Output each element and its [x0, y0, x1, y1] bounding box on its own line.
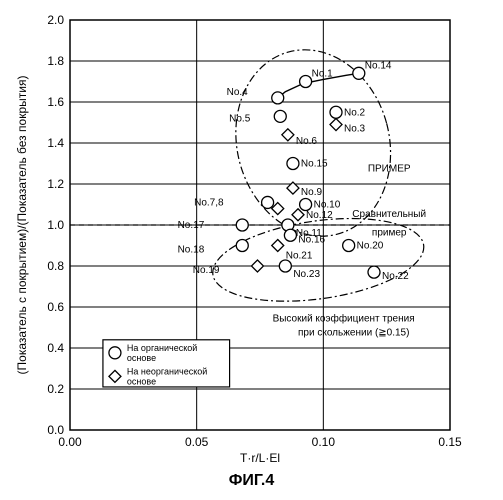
figure-caption: ФИГ.4 [0, 472, 503, 490]
point-p15 [287, 158, 299, 170]
point-label: No.1 [312, 69, 334, 80]
x-tick-label: 0.00 [58, 435, 82, 449]
legend-label: основе [127, 376, 156, 386]
point-label: No.15 [301, 159, 328, 170]
y-tick-label: 0.2 [47, 382, 64, 396]
legend-marker-circle [109, 347, 121, 359]
point-p18 [236, 240, 248, 252]
point-label: No.9 [301, 187, 323, 198]
point-label: No.23 [293, 269, 320, 280]
region-label: Высокий коэффициент трения [273, 312, 415, 324]
point-p14 [353, 67, 365, 79]
y-tick-label: 0.8 [47, 259, 64, 273]
point-label: No.6 [296, 136, 318, 147]
point-p2 [330, 106, 342, 118]
y-tick-label: 0.4 [47, 341, 64, 355]
x-tick-label: 0.15 [438, 435, 462, 449]
y-tick-label: 2.0 [47, 13, 64, 27]
point-label: No.21 [286, 251, 313, 262]
point-p7 [262, 196, 274, 208]
point-label: No.18 [178, 245, 205, 256]
point-label: No.5 [229, 113, 251, 124]
point-p1 [300, 76, 312, 88]
y-tick-label: 1.8 [47, 54, 64, 68]
point-label: No.12 [306, 210, 333, 221]
legend-label: На неорганической [127, 366, 207, 376]
y-axis-label: (Показатель с покрытием)/(Показатель без… [15, 76, 29, 375]
y-tick-label: 1.2 [47, 177, 64, 191]
point-label: No.22 [382, 271, 409, 282]
point-label: No.20 [357, 241, 384, 252]
legend-label: основе [127, 353, 156, 363]
point-label: No.16 [298, 234, 325, 245]
y-tick-label: 1.4 [47, 136, 64, 150]
point-p20 [343, 240, 355, 252]
point-p17 [236, 219, 248, 231]
point-label: No.19 [193, 265, 220, 276]
point-p10 [300, 199, 312, 211]
scatter-chart: 0.00.20.40.60.81.01.21.41.61.82.00.000.0… [0, 0, 503, 500]
point-label: No.2 [344, 107, 366, 118]
point-label: No.14 [365, 60, 392, 71]
point-p16 [284, 229, 296, 241]
region-label: ПРИМЕР [368, 164, 411, 175]
point-label: No.3 [344, 124, 366, 135]
chart-container: 0.00.20.40.60.81.01.21.41.61.82.00.000.0… [0, 0, 503, 500]
chart-bg [0, 0, 503, 500]
y-tick-label: 0.6 [47, 300, 64, 314]
point-label: No.4 [227, 87, 249, 98]
point-label: No.17 [178, 220, 205, 231]
legend-label: На органической [127, 343, 197, 353]
point-label: No.7,8 [194, 197, 224, 208]
x-tick-label: 0.10 [312, 435, 336, 449]
point-p23 [279, 260, 291, 272]
y-tick-label: 1.6 [47, 95, 64, 109]
point-p5 [274, 110, 286, 122]
x-axis-label: T·r/L·El [240, 451, 280, 465]
region-label: при скольжении (≧0.15) [298, 328, 409, 339]
x-tick-label: 0.05 [185, 435, 209, 449]
point-p4 [272, 92, 284, 104]
y-tick-label: 1.0 [47, 218, 64, 232]
region-label: пример [372, 227, 407, 238]
point-p22 [368, 266, 380, 278]
region-label: Сравнительный [352, 209, 426, 220]
